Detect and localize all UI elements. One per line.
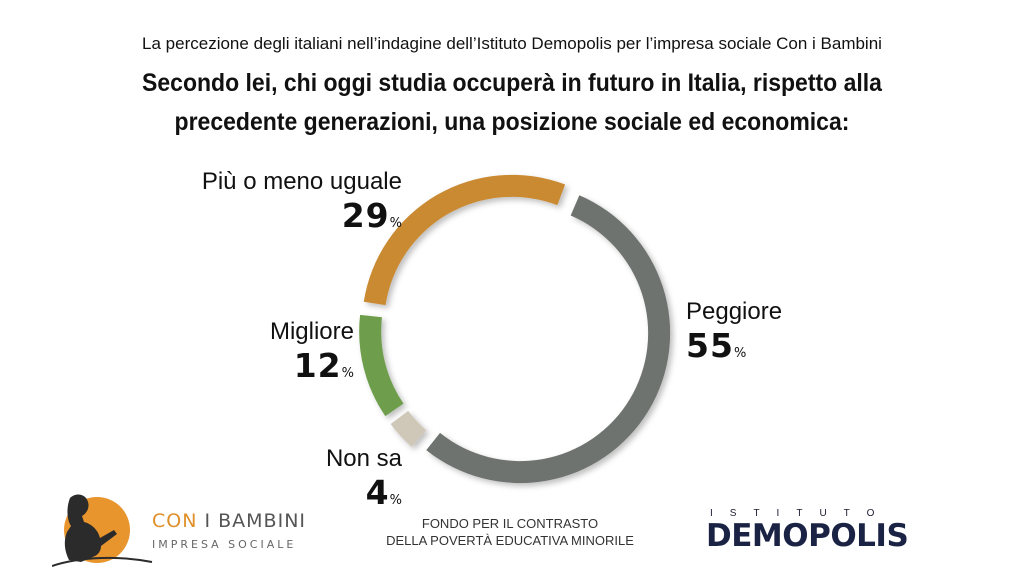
con-i-bambini-logo-text: CON I BAMBINI IMPRESA SOCIALE [152, 510, 306, 551]
donut-slice-pi-o-meno-uguale [363, 174, 566, 306]
label-peggiore-name: Peggiore [686, 298, 783, 325]
label-uguale-unit: % [389, 216, 402, 231]
label-non-sa-name: Non sa [325, 445, 402, 472]
cib-subtitle: IMPRESA SOCIALE [152, 538, 297, 551]
label-non-sa-value: 4% [280, 473, 402, 512]
label-migliore-number: 12 [293, 346, 342, 385]
label-uguale-value: 29% [190, 196, 402, 235]
cib-name: CON I BAMBINI [152, 510, 306, 532]
label-migliore-value: 12% [230, 346, 354, 385]
label-non-sa-unit: % [389, 493, 402, 508]
demopolis-logo: ISTITUTO DEMOPOLIS [706, 508, 968, 554]
label-peggiore: Peggiore 55% [686, 298, 782, 365]
label-non-sa: Non sa 4% [280, 445, 402, 512]
label-uguale-number: 29 [341, 196, 390, 235]
fund-caption: FONDO PER IL CONTRASTO DELLA POVERTÀ EDU… [340, 515, 680, 549]
label-peggiore-number: 55 [686, 326, 734, 365]
label-non-sa-number: 4 [365, 473, 390, 512]
label-migliore-unit: % [341, 366, 354, 381]
cib-name-bambini: I BAMBINI [204, 510, 307, 532]
demopolis-name: DEMOPOLIS [706, 518, 909, 554]
con-i-bambini-logo-icon [52, 494, 153, 567]
chart-title-line-1: Secondo lei, chi oggi studia occuperà in… [142, 69, 882, 97]
chart-subtitle: La percezione degli italiani nell’indagi… [142, 34, 882, 53]
label-uguale: Più o meno uguale 29% [190, 168, 402, 235]
label-migliore: Migliore 12% [230, 318, 354, 385]
demopolis-istituto: ISTITUTO [710, 508, 892, 519]
chart-title-line-2: precedente generazioni, una posizione so… [174, 108, 850, 136]
fund-line-1: FONDO PER IL CONTRASTO [421, 516, 599, 531]
donut-slice-non-sa [390, 410, 427, 447]
fund-line-2: DELLA POVERTÀ EDUCATIVA MINORILE [386, 533, 634, 548]
label-uguale-name: Più o meno uguale [201, 168, 402, 195]
cib-name-con: CON [152, 510, 198, 532]
label-migliore-name: Migliore [269, 318, 354, 345]
donut-slice-peggiore [426, 195, 671, 484]
label-peggiore-value: 55% [686, 326, 782, 365]
chart-title: Secondo lei, chi oggi studia occuperà in… [96, 64, 928, 142]
donut-slice-migliore [359, 314, 404, 417]
label-peggiore-unit: % [733, 346, 747, 361]
